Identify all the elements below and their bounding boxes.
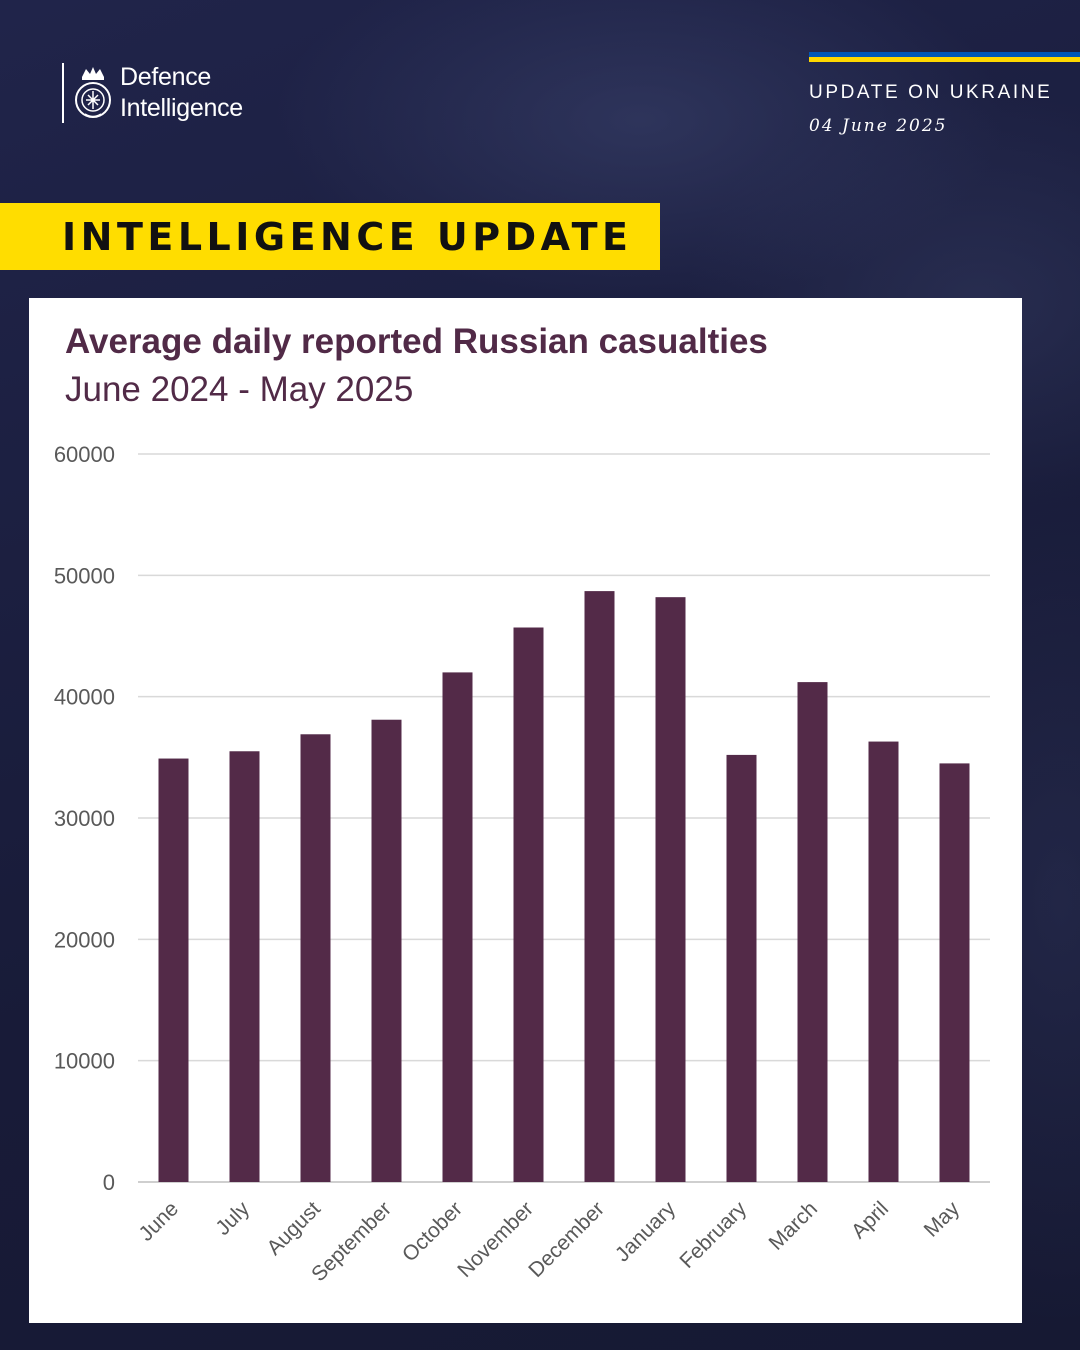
banner-text: INTELLIGENCE UPDATE	[62, 214, 633, 259]
bar	[797, 682, 828, 1182]
logo-line-1: Defence	[120, 63, 212, 91]
bar	[229, 751, 260, 1182]
x-tick-label: May	[920, 1197, 965, 1242]
bar	[584, 591, 615, 1182]
logo-divider	[62, 63, 64, 123]
x-tick-label: April	[847, 1197, 893, 1243]
defence-intelligence-logo: Defence Intelligence	[62, 62, 243, 124]
x-tick-label: July	[211, 1197, 254, 1240]
chart-card: Average daily reported Russian casualtie…	[29, 298, 1022, 1323]
y-tick-label: 10000	[54, 1049, 115, 1074]
ukraine-flag-blue-stripe	[809, 52, 1080, 57]
y-tick-label: 40000	[54, 685, 115, 710]
x-tick-label: November	[453, 1197, 538, 1282]
ukraine-flag-yellow-stripe	[809, 57, 1080, 62]
intelligence-update-banner: INTELLIGENCE UPDATE	[0, 203, 660, 270]
y-tick-label: 20000	[54, 927, 115, 952]
bar	[655, 597, 686, 1182]
defence-intelligence-crest-icon	[75, 67, 111, 118]
update-date: 04 June 2025	[809, 116, 948, 136]
y-tick-label: 0	[103, 1170, 115, 1195]
bar	[513, 627, 544, 1182]
x-tick-label: January	[611, 1197, 680, 1266]
chart-subtitle: June 2024 - May 2025	[65, 370, 414, 409]
logo-wordmark: Defence Intelligence	[120, 62, 243, 124]
x-tick-label: December	[524, 1197, 609, 1282]
y-tick-label: 30000	[54, 806, 115, 831]
bar	[158, 758, 189, 1182]
x-tick-label: March	[765, 1197, 823, 1255]
bar	[371, 719, 402, 1182]
logo-line-2: Intelligence	[120, 94, 243, 122]
y-tick-label: 50000	[54, 563, 115, 588]
bar	[300, 734, 331, 1182]
bar	[868, 741, 899, 1182]
x-tick-label: October	[398, 1197, 467, 1266]
bar	[939, 763, 970, 1182]
bar	[442, 672, 473, 1182]
x-tick-label: February	[675, 1197, 751, 1273]
chart-title: Average daily reported Russian casualtie…	[65, 322, 768, 361]
x-tick-label: August	[263, 1197, 326, 1260]
y-tick-label: 60000	[54, 442, 115, 467]
update-info: UPDATE ON UKRAINE 04 June 2025	[809, 52, 1080, 136]
update-title: UPDATE ON UKRAINE	[809, 82, 1053, 103]
bar	[726, 754, 757, 1182]
x-tick-label: June	[135, 1197, 183, 1245]
